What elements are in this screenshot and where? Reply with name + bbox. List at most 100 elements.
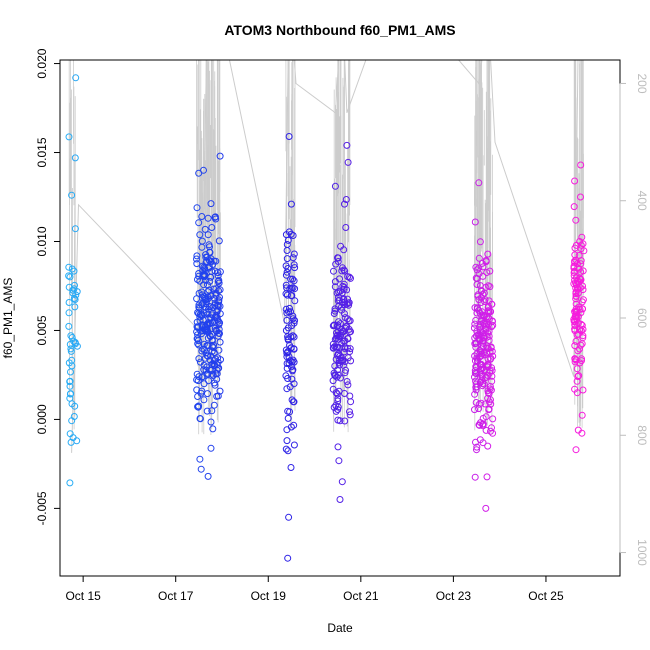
data-point (194, 403, 202, 411)
data-point (67, 332, 75, 340)
y-axis: -0.005 0.000 0.005 0.010 0.015 0.020 (35, 48, 61, 525)
data-point (483, 333, 491, 341)
data-point (486, 383, 494, 390)
data-point (206, 277, 214, 285)
data-point (200, 309, 208, 317)
data-point (290, 277, 298, 285)
data-point (478, 316, 486, 324)
data-point (73, 437, 81, 445)
data-point (574, 347, 582, 355)
data-point (196, 358, 204, 366)
data-point (289, 332, 297, 340)
data-point (208, 370, 216, 378)
data-point (208, 407, 216, 415)
data-point (71, 303, 79, 311)
data-point (577, 161, 585, 169)
data-point (205, 264, 213, 272)
data-point (214, 278, 222, 285)
data-point (483, 269, 491, 276)
data-point (471, 340, 479, 348)
data-point (284, 414, 292, 422)
data-point (195, 310, 203, 318)
data-point (71, 296, 79, 303)
data-point (344, 381, 352, 389)
data-point (291, 317, 299, 324)
data-point (212, 314, 219, 322)
data-point (68, 265, 76, 273)
data-point (335, 296, 343, 304)
data-point (482, 413, 490, 421)
data-point (343, 141, 351, 149)
chart-title: ATOM3 Northbound f60_PM1_AMS (224, 22, 455, 38)
data-point (476, 323, 484, 331)
data-point (336, 496, 344, 503)
data-point (284, 335, 292, 343)
data-point (341, 417, 349, 425)
data-point (195, 303, 203, 311)
data-point (205, 241, 213, 249)
data-point (205, 377, 212, 385)
x-tick-label: Oct 21 (343, 589, 379, 603)
data-point (204, 214, 212, 222)
data-point (329, 385, 337, 393)
data-points-layer (65, 74, 588, 562)
data-point (482, 257, 490, 264)
data-point (570, 262, 578, 270)
data-point (341, 369, 349, 377)
data-point (475, 254, 483, 262)
data-point (68, 334, 76, 341)
data-point (342, 224, 350, 231)
data-point (336, 320, 344, 328)
data-point (213, 370, 221, 378)
data-point (343, 378, 351, 385)
data-point (472, 339, 480, 347)
data-point (196, 231, 204, 239)
data-point (200, 166, 207, 174)
data-point (283, 353, 291, 361)
data-point (480, 289, 488, 297)
data-point (198, 213, 206, 220)
data-point (216, 387, 224, 395)
data-point (207, 200, 215, 208)
data-point (571, 177, 579, 185)
data-point (71, 154, 79, 162)
data-point (572, 256, 580, 264)
data-point (283, 426, 291, 434)
data-point (344, 335, 352, 342)
data-point (335, 457, 343, 465)
data-point (193, 328, 201, 336)
data-point (213, 361, 221, 369)
data-point (487, 427, 494, 435)
data-point (473, 304, 481, 312)
data-point (471, 218, 479, 226)
data-point (572, 216, 580, 224)
data-point (205, 319, 212, 327)
y-axis-right: 200 400 600 800 1000 (619, 73, 649, 566)
data-point (572, 300, 580, 308)
data-point (193, 252, 201, 260)
data-point (578, 298, 586, 306)
data-point (472, 399, 480, 406)
x-axis: Oct 15 Oct 17 Oct 19 Oct 21 Oct 23 Oct 25 (65, 575, 564, 603)
data-point (482, 326, 490, 334)
data-point (209, 425, 217, 433)
x-tick-label: Oct 15 (65, 589, 101, 603)
data-point (290, 345, 298, 353)
data-point (575, 252, 583, 259)
data-point (285, 513, 293, 521)
data-point (202, 325, 210, 333)
data-point (286, 304, 293, 312)
data-point (334, 397, 342, 405)
data-point (577, 241, 585, 249)
data-point (284, 447, 292, 455)
data-point (334, 416, 342, 424)
data-point (290, 333, 298, 341)
x-tick-label: Oct 19 (251, 589, 287, 603)
data-point (72, 74, 80, 82)
data-point (334, 254, 342, 262)
data-point (574, 289, 582, 297)
data-point (288, 322, 296, 330)
data-point (65, 299, 73, 306)
data-point (341, 343, 349, 351)
data-point (197, 465, 205, 473)
